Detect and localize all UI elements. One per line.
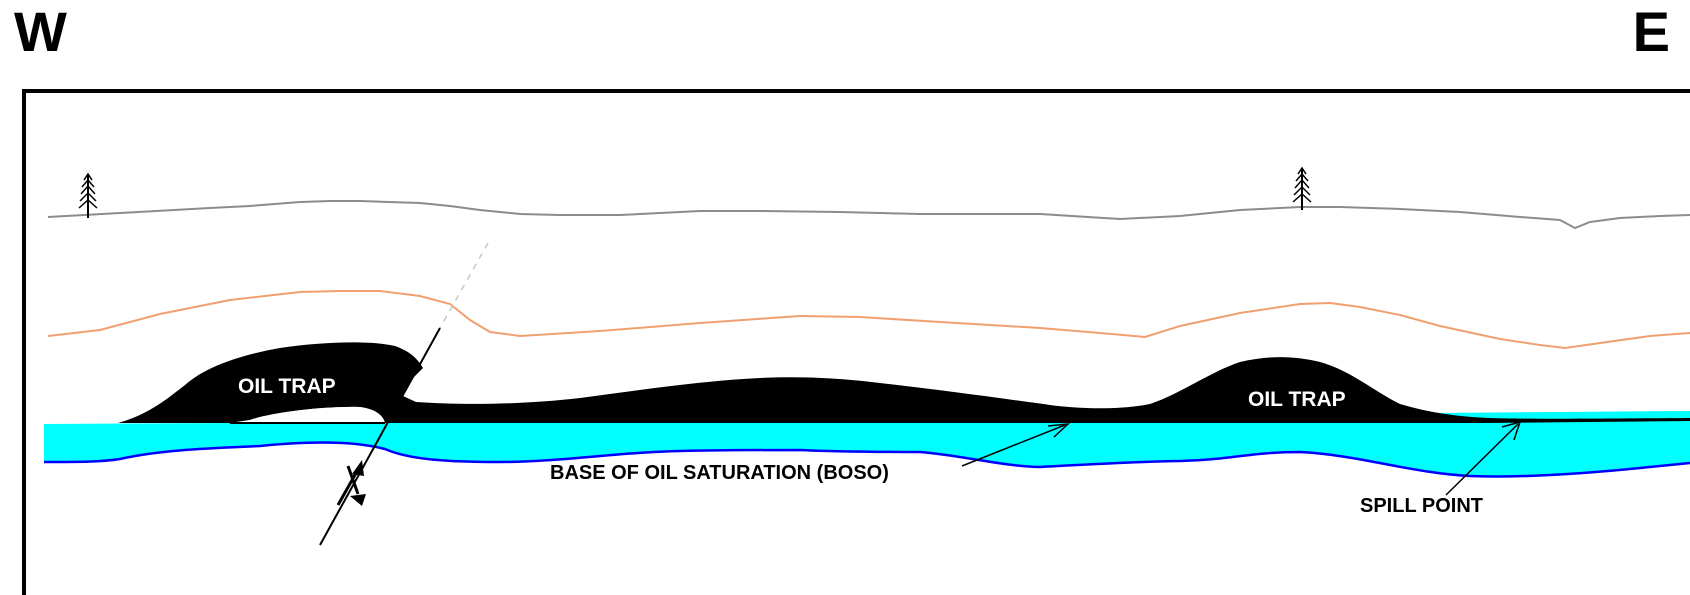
fault-line-dashed-upper: [439, 242, 489, 329]
spill-point-leader-line: [1445, 423, 1519, 496]
fault-line: [319, 327, 441, 546]
section-frame: [22, 89, 1690, 595]
fault-arrow-down-shaft: [346, 465, 360, 495]
boso-leader-arrowhead: [1047, 423, 1071, 438]
spill-point-leader-arrowhead: [1501, 420, 1522, 441]
compass-west-label: W: [14, 0, 67, 63]
fault-arrow-down-head: [350, 494, 366, 506]
ground-surface-line: [47, 200, 1690, 230]
boso-leader-line: [961, 424, 1066, 467]
spill-point-label: SPILL POINT: [1360, 495, 1483, 517]
tree-icon: [78, 172, 98, 218]
water-leg: [44, 406, 1690, 477]
water-base-line: [43, 441, 1690, 478]
boso-label: BASE OF OIL SATURATION (BOSO): [550, 462, 889, 484]
oil-trap-west-label: OIL TRAP: [238, 375, 336, 398]
fault-arrow-up-head: [352, 460, 364, 476]
tree-icon: [1292, 166, 1312, 210]
oil-water-contact-gap: [230, 406, 385, 423]
oil-trap-east-label: OIL TRAP: [1248, 388, 1346, 411]
oil-reservoir-body: [118, 342, 1690, 423]
upper-horizon-line: [47, 290, 1690, 350]
compass-east-label: E: [1632, 0, 1670, 63]
